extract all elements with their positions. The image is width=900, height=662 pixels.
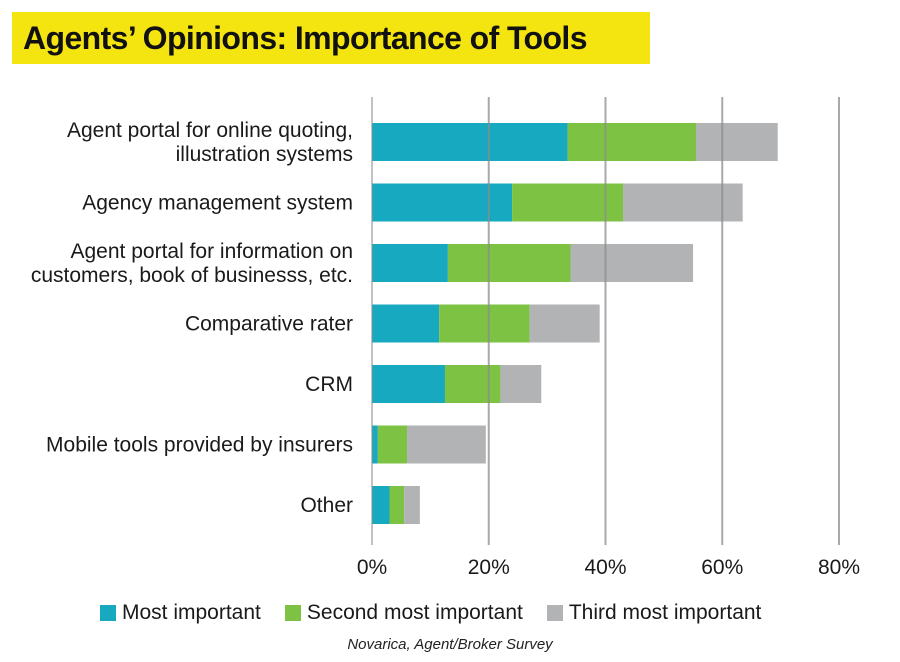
x-tick-label: 60% bbox=[701, 556, 743, 579]
x-tick-label: 20% bbox=[468, 556, 510, 579]
bar-segment-most-important bbox=[372, 365, 445, 403]
bar-segment-third-most-important bbox=[623, 183, 743, 222]
chart-title-banner: Agents’ Opinions: Importance of Tools bbox=[12, 12, 650, 64]
bar-segment-second-most-important bbox=[389, 486, 405, 524]
bar-segment-second-most-important bbox=[439, 304, 530, 343]
category-labels: Agent portal for online quoting, illustra… bbox=[31, 119, 353, 517]
legend-swatch-third-most-important bbox=[546, 605, 563, 621]
bar-segment-most-important bbox=[372, 244, 448, 282]
gridlines bbox=[371, 97, 840, 545]
category-label: Agency management system bbox=[82, 192, 353, 215]
legend-label: Third most important bbox=[568, 601, 762, 624]
legend-label: Most important bbox=[122, 601, 261, 624]
legend-swatch-second-most-important bbox=[284, 605, 301, 621]
category-label: Mobile tools provided by insurers bbox=[46, 434, 353, 457]
bar-segment-second-most-important bbox=[444, 365, 501, 403]
bar-segment-second-most-important bbox=[567, 123, 696, 161]
category-label: Other bbox=[300, 494, 353, 517]
category-label: Comparative rater bbox=[185, 313, 353, 336]
bars bbox=[372, 123, 778, 524]
chart-title: Agents’ Opinions: Importance of Tools bbox=[23, 19, 588, 56]
x-tick-label: 40% bbox=[584, 556, 626, 579]
x-tick-label: 0% bbox=[357, 556, 387, 579]
bar-segment-third-most-important bbox=[404, 486, 420, 524]
category-label: Agent portal for information on customers… bbox=[31, 240, 353, 287]
bar-segment-third-most-important bbox=[529, 304, 600, 343]
bar-segment-second-most-important bbox=[447, 244, 571, 282]
bar-segment-third-most-important bbox=[407, 425, 486, 464]
bar-segment-most-important bbox=[372, 123, 568, 161]
bar-segment-third-most-important bbox=[695, 123, 778, 161]
stacked-bar-chart: Agent portal for online quoting, illustra… bbox=[31, 97, 860, 579]
bar-segment-third-most-important bbox=[500, 365, 542, 403]
bar-segment-most-important bbox=[372, 486, 390, 524]
legend-swatch-most-important bbox=[100, 605, 116, 621]
category-label: CRM bbox=[305, 373, 353, 396]
legend: Most important Second most important Thi… bbox=[100, 598, 761, 628]
category-label: Agent portal for online quoting, illustra… bbox=[67, 119, 353, 166]
bar-segment-second-most-important bbox=[377, 425, 408, 464]
bar-segment-most-important bbox=[372, 304, 440, 343]
legend-label: Second most important bbox=[306, 601, 523, 624]
bar-segment-most-important bbox=[372, 425, 378, 464]
legend-item-second-most-important: Second most important bbox=[284, 601, 523, 625]
bar-segment-most-important bbox=[372, 183, 513, 222]
legend-item-most-important: Most important bbox=[100, 601, 261, 625]
x-tick-label: 80% bbox=[818, 556, 860, 579]
source-caption: Novarica, Agent/Broker Survey bbox=[347, 636, 553, 653]
bar-segment-third-most-important bbox=[570, 244, 694, 282]
legend-item-third-most-important: Third most important bbox=[546, 601, 762, 625]
x-tick-labels: 0% 20% 40% 60% 80% bbox=[357, 556, 860, 579]
